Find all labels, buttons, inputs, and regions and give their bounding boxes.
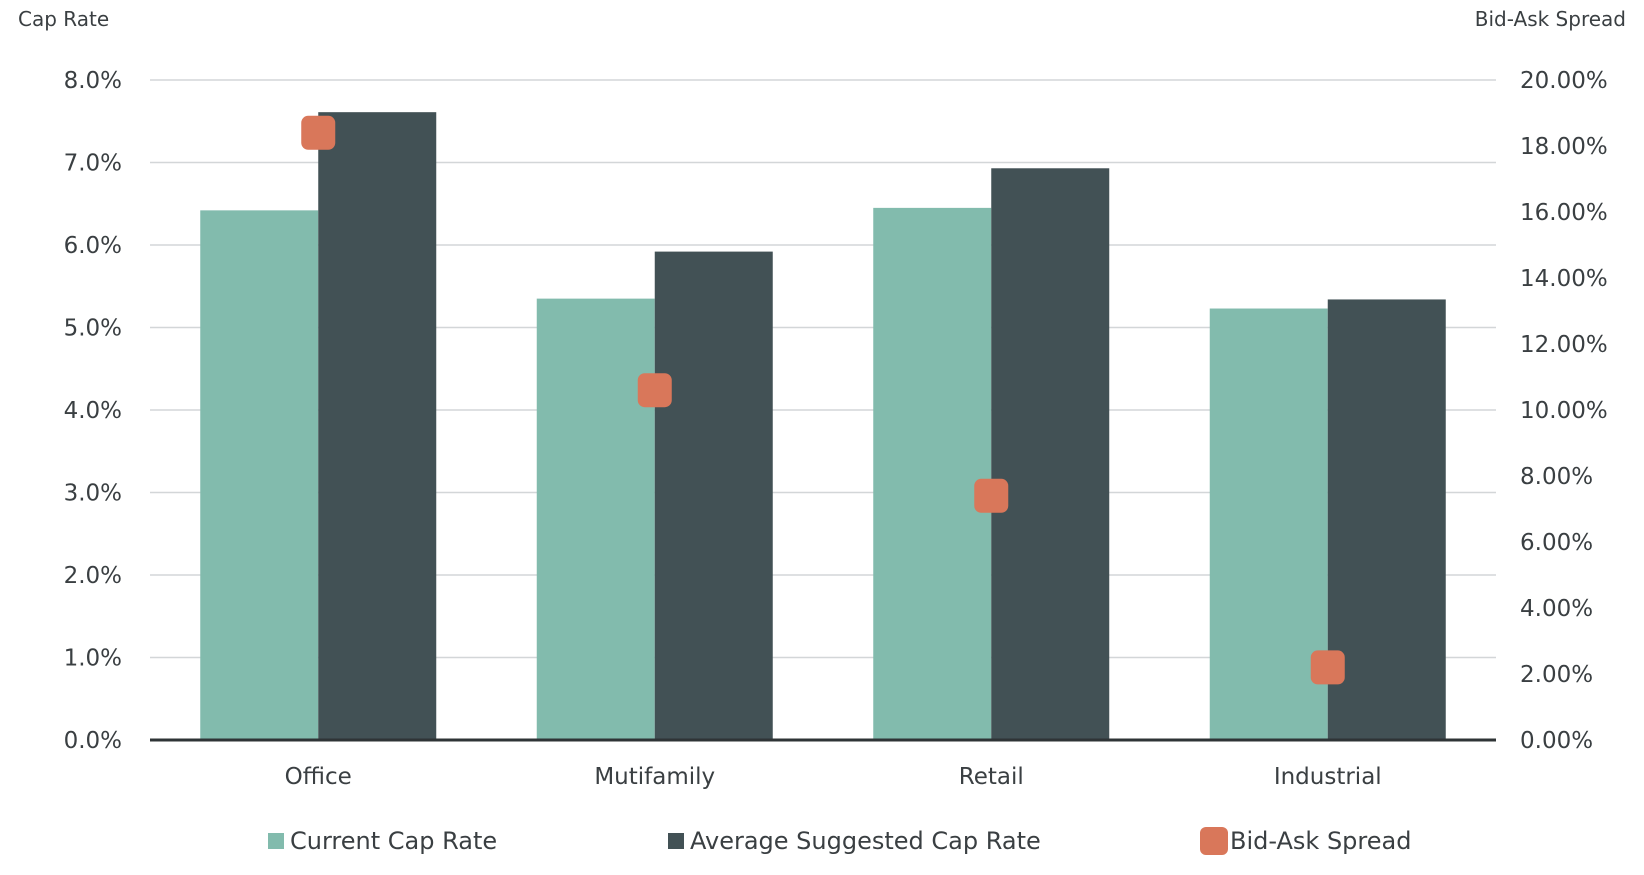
- bar-average-suggested-cap-rate: [1327, 299, 1446, 740]
- legend-swatch: [1200, 827, 1228, 855]
- marker-bid-ask-spread: [637, 373, 672, 408]
- marker-bid-ask-spread: [301, 115, 336, 150]
- bar-average-suggested-cap-rate: [318, 112, 437, 741]
- legend-average-suggested-cap-rate: Average Suggested Cap Rate: [668, 827, 1041, 855]
- legend-label: Bid-Ask Spread: [1230, 827, 1411, 855]
- x-tick-label: Mutifamily: [594, 764, 715, 790]
- y-left-tick-label: 5.0%: [64, 316, 122, 342]
- legend: Current Cap Rate Average Suggested Cap Ra…: [268, 827, 1411, 855]
- bar-average-suggested-cap-rate: [991, 168, 1110, 740]
- y-left-tick-label: 3.0%: [64, 481, 122, 507]
- legend-swatch: [668, 833, 684, 849]
- marker-bid-ask-spread: [974, 478, 1009, 513]
- y-right-tick-label: 6.00%: [1520, 530, 1593, 556]
- legend-bid-ask-spread: Bid-Ask Spread: [1200, 827, 1411, 855]
- bar-average-suggested-cap-rate: [654, 251, 773, 740]
- x-tick-label: Industrial: [1274, 764, 1382, 790]
- y-left-tick-label: 4.0%: [64, 398, 122, 424]
- legend-swatch: [268, 833, 284, 849]
- y-right-tick-label: 4.00%: [1520, 596, 1593, 622]
- legend-label: Current Cap Rate: [290, 827, 497, 855]
- y-left-axis-title: Cap Rate: [18, 7, 109, 31]
- bars: [200, 112, 1446, 741]
- y-right-axis-title: Bid-Ask Spread: [1475, 7, 1626, 31]
- legend-label: Average Suggested Cap Rate: [690, 827, 1041, 855]
- x-tick-label: Retail: [959, 764, 1024, 790]
- y-left-tick-label: 1.0%: [64, 646, 122, 672]
- y-left-tick-label: 0.0%: [64, 728, 122, 754]
- y-right-tick-label: 12.00%: [1520, 332, 1608, 358]
- x-tick-label: Office: [285, 764, 352, 790]
- y-left-tick-label: 6.0%: [64, 233, 122, 259]
- y-right-tick-label: 14.00%: [1520, 266, 1608, 292]
- axes: 0.0% 1.0% 2.0% 3.0% 4.0% 5.0% 6.0% 7.0% 8.0% 0.00…: [64, 68, 1608, 790]
- bar-current-cap-rate: [536, 298, 655, 740]
- y-left-tick-label: 8.0%: [64, 68, 122, 94]
- bar-current-cap-rate: [200, 210, 319, 741]
- markers: [301, 115, 1345, 685]
- bar-current-cap-rate: [873, 207, 992, 740]
- y-left-tick-label: 7.0%: [64, 151, 122, 177]
- y-right-tick-label: 18.00%: [1520, 134, 1608, 160]
- y-right-tick-label: 10.00%: [1520, 398, 1608, 424]
- y-right-tick-label: 16.00%: [1520, 200, 1608, 226]
- legend-current-cap-rate: Current Cap Rate: [268, 827, 497, 855]
- bar-current-cap-rate: [1209, 308, 1328, 740]
- y-right-tick-label: 20.00%: [1520, 68, 1608, 94]
- y-left-tick-label: 2.0%: [64, 563, 122, 589]
- y-right-tick-label: 8.00%: [1520, 464, 1593, 490]
- marker-bid-ask-spread: [1310, 650, 1345, 685]
- y-right-tick-label: 0.00%: [1520, 728, 1593, 754]
- y-right-tick-label: 2.00%: [1520, 662, 1593, 688]
